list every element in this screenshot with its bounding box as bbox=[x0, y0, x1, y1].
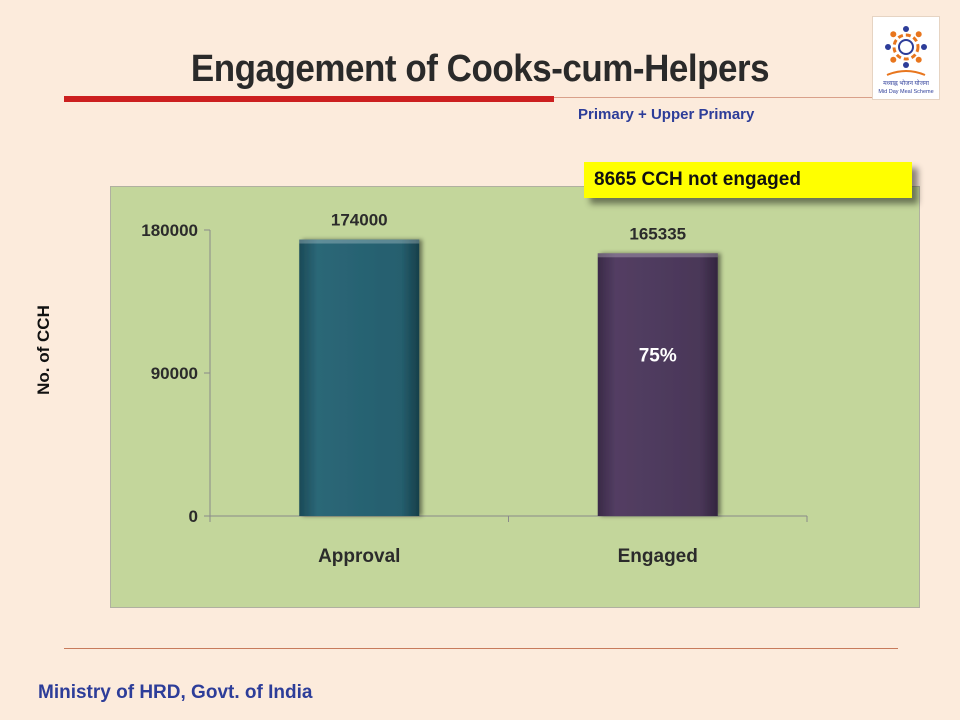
chart-background bbox=[110, 186, 920, 608]
category-label: Approval bbox=[318, 546, 400, 567]
slide-subtitle: Primary + Upper Primary bbox=[578, 106, 755, 123]
title-divider-line bbox=[554, 97, 900, 98]
category-label: Engaged bbox=[618, 546, 698, 567]
bar-approval bbox=[299, 239, 420, 516]
bar-chart: 0 90000 180000 174000 Approval 165335 Engaged 7… bbox=[110, 186, 920, 608]
footer-divider-line bbox=[64, 648, 898, 649]
logo-emblem-icon: मध्याह्न भोजन योजना Mid Day Meal Scheme bbox=[878, 26, 934, 95]
y-axis-label: No. of CCH bbox=[34, 305, 53, 395]
y-tick-label: 180000 bbox=[141, 221, 198, 240]
y-tick-label: 0 bbox=[189, 507, 198, 526]
data-label: 165335 bbox=[629, 224, 686, 243]
y-tick-label: 90000 bbox=[151, 364, 198, 383]
mid-day-meal-logo: मध्याह्न भोजन योजना Mid Day Meal Scheme bbox=[872, 16, 940, 100]
logo-english-text: Mid Day Meal Scheme bbox=[878, 89, 933, 95]
not-engaged-callout: 8665 CCH not engaged bbox=[584, 162, 912, 198]
slide-title: Engagement of Cooks-cum-Helpers bbox=[190, 48, 770, 90]
logo-hindi-text: मध्याह्न भोजन योजना bbox=[883, 79, 929, 87]
bar-engaged bbox=[597, 253, 718, 516]
bar-top-highlight bbox=[597, 253, 718, 258]
footer-ministry-text: Ministry of HRD, Govt. of India bbox=[38, 682, 313, 703]
data-label: 174000 bbox=[331, 211, 388, 230]
bar-top-highlight bbox=[299, 239, 420, 244]
title-underline-red bbox=[64, 96, 554, 102]
bar-percentage-annotation: 75% bbox=[639, 345, 677, 366]
